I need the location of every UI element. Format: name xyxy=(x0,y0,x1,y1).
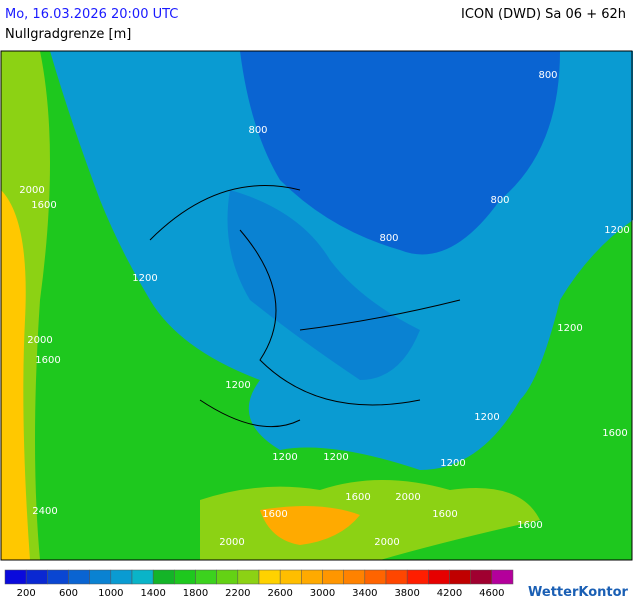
legend-swatch xyxy=(449,569,471,585)
legend-label: 1000 xyxy=(98,588,123,599)
contour-labels: 800 800 800 800 1200 1200 1200 1200 1200… xyxy=(19,70,629,548)
legend-swatch xyxy=(4,569,27,585)
legend-swatch xyxy=(152,569,175,585)
contour-label: 1600 xyxy=(31,200,56,211)
legend-swatch xyxy=(406,569,429,585)
parameter: Nullgradgrenze [m] xyxy=(5,27,131,42)
legend-label: 200 xyxy=(17,588,36,599)
legend-swatch xyxy=(25,569,48,585)
contour-label: 800 xyxy=(538,70,557,81)
contour-label: 1600 xyxy=(35,355,60,366)
legend-swatch xyxy=(110,569,133,585)
legend-swatch xyxy=(470,569,493,585)
contour-label: 1600 xyxy=(432,509,457,520)
contour-label: 2000 xyxy=(374,537,399,548)
contour-label: 2000 xyxy=(19,185,44,196)
legend-swatch xyxy=(428,569,450,585)
contour-label: 1600 xyxy=(345,492,370,503)
legend-swatch xyxy=(47,569,69,585)
legend-label: 4200 xyxy=(437,588,462,599)
legend-swatch xyxy=(258,569,281,585)
contour-label: 2000 xyxy=(27,335,52,346)
contour-label: 1200 xyxy=(323,452,348,463)
contour-label: 2000 xyxy=(395,492,420,503)
legend-swatch xyxy=(174,569,196,585)
contour-label: 1200 xyxy=(225,380,250,391)
contour-label: 2000 xyxy=(219,537,244,548)
legend-swatch xyxy=(322,569,344,585)
legend-swatch xyxy=(216,569,239,585)
legend-swatch xyxy=(68,569,90,585)
contour-label: 1600 xyxy=(602,428,627,439)
legend-label: 3400 xyxy=(352,588,377,599)
legend-label: 1400 xyxy=(140,588,165,599)
contour-label: 1200 xyxy=(272,452,297,463)
contour-label: 1200 xyxy=(132,273,157,284)
contour-label: 1600 xyxy=(517,520,542,531)
contour-label: 800 xyxy=(490,195,509,206)
contour-label: 800 xyxy=(379,233,398,244)
legend-swatch xyxy=(301,569,323,585)
color-legend: 200 600 1000 1400 1800 2200 2600 3000 3400 3800 42… xyxy=(4,569,514,599)
legend-swatch xyxy=(364,569,387,585)
legend-swatch xyxy=(131,569,154,585)
contour-label: 2400 xyxy=(32,506,57,517)
legend-label: 3800 xyxy=(394,588,419,599)
legend-swatch xyxy=(385,569,408,585)
legend-label: 3000 xyxy=(310,588,335,599)
map xyxy=(0,50,633,561)
contour-label: 1600 xyxy=(262,509,287,520)
legend-swatch xyxy=(491,569,514,585)
legend-swatch xyxy=(237,569,260,585)
logo: WetterKontor xyxy=(528,585,629,600)
legend-label: 2200 xyxy=(225,588,250,599)
contour-label: 1200 xyxy=(474,412,499,423)
contour-label: 1200 xyxy=(557,323,582,334)
legend-swatch xyxy=(89,569,112,585)
legend-label: 600 xyxy=(59,588,78,599)
legend-swatch xyxy=(343,569,366,585)
legend-swatch xyxy=(279,569,302,585)
legend-label: 1800 xyxy=(183,588,208,599)
contour-label: 800 xyxy=(248,125,267,136)
legend-swatch xyxy=(195,569,217,585)
legend-label: 2600 xyxy=(267,588,292,599)
contour-label: 1200 xyxy=(604,225,629,236)
legend-label: 4600 xyxy=(479,588,504,599)
contour-label: 1200 xyxy=(440,458,465,469)
model: ICON (DWD) Sa 06 + 62h xyxy=(461,7,626,22)
date: Mo, 16.03.2026 20:00 UTC xyxy=(5,7,178,22)
